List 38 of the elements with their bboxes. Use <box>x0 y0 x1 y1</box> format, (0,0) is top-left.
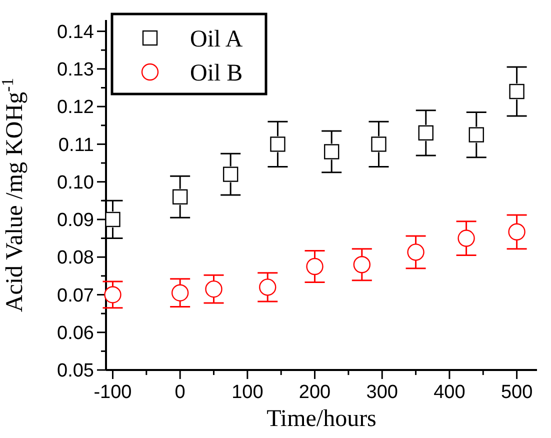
point <box>418 125 434 141</box>
y-tick-label: 0.13 <box>57 60 94 81</box>
point <box>259 278 276 296</box>
point <box>509 84 524 100</box>
y-tick-label: 0.06 <box>57 323 94 344</box>
x-tick-label: 500 <box>500 382 533 403</box>
x-tick-label: 200 <box>298 382 331 403</box>
y-tick-label: 0.05 <box>57 360 94 382</box>
point <box>205 280 222 298</box>
point <box>171 284 189 302</box>
point <box>468 127 484 142</box>
point <box>105 212 120 228</box>
x-tick-label: 0 <box>174 382 186 403</box>
point <box>508 223 526 240</box>
point <box>172 189 188 204</box>
point <box>371 136 386 152</box>
y-tick-label: 0.14 <box>57 22 94 43</box>
y-tick-label: 0.12 <box>57 97 94 118</box>
y-tick-label: 0.09 <box>57 210 94 232</box>
x-tick-label: 400 <box>434 382 466 403</box>
text: 0.10 <box>57 172 94 194</box>
y-tick-label: 0.07 <box>57 285 94 306</box>
x-tick-label: 100 <box>232 382 264 403</box>
point <box>270 136 286 152</box>
x-axis-title: Time/hours <box>266 406 376 432</box>
y-tick-label: 0.11 <box>58 134 94 156</box>
point <box>104 286 122 304</box>
legend-label: Oil A <box>190 26 244 52</box>
point <box>407 244 424 261</box>
x-tick-label: -100 <box>94 382 132 403</box>
legend-label: Oil B <box>190 60 243 86</box>
point <box>458 230 475 247</box>
point <box>324 144 340 160</box>
x-tick-label: 300 <box>366 382 398 403</box>
y-tick-label: 0.08 <box>57 248 94 269</box>
point <box>222 166 238 182</box>
point <box>306 258 324 276</box>
point <box>353 256 371 274</box>
